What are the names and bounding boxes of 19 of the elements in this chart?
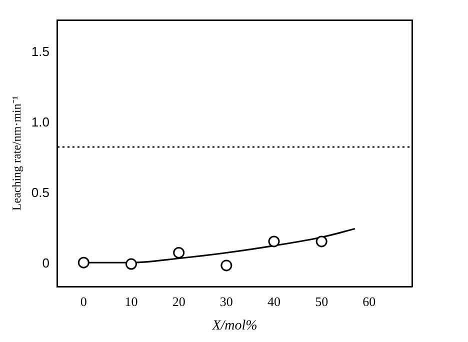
x-tick-label: 10 (124, 294, 138, 309)
point (78, 256, 90, 268)
y-tick-label: 0.5 (31, 185, 50, 200)
point (220, 260, 232, 272)
point (316, 236, 328, 248)
x-axis-title: X/mol% (211, 318, 258, 334)
point (173, 246, 185, 258)
x-tick-label: 50 (315, 294, 328, 309)
x-tick-label: 40 (267, 294, 280, 309)
x-tick-label: 30 (220, 294, 233, 309)
x-tick-label: 20 (172, 294, 186, 309)
y-tick-label: 1.5 (31, 44, 50, 60)
x-tick-label: 0 (80, 294, 87, 309)
point (268, 236, 280, 248)
x-tick-label: 60 (362, 294, 376, 309)
y-tick-label: 1.0 (31, 114, 50, 130)
y-axis-title: Leaching rate/nm·min⁻¹ (9, 96, 24, 211)
y-tick-label: 0 (42, 256, 50, 271)
point (125, 258, 137, 270)
